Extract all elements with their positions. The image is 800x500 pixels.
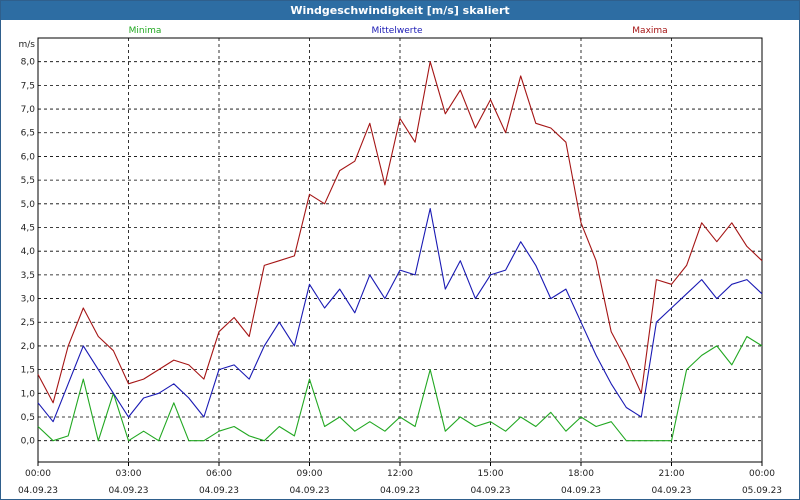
window-title: Windgeschwindigkeit [m/s] skaliert <box>1 1 799 20</box>
y-tick-label: 1,0 <box>21 389 36 399</box>
y-tick-label: 8,0 <box>21 58 36 68</box>
y-tick-label: 5,0 <box>21 200 36 210</box>
legend-mittelwerte: Mittelwerte <box>371 26 422 36</box>
x-tick-time: 00:00 <box>749 469 775 479</box>
y-tick-label: 0,5 <box>21 413 35 423</box>
y-tick-label: 1,5 <box>21 366 35 376</box>
y-tick-label: 5,5 <box>21 176 35 186</box>
x-tick-time: 21:00 <box>659 469 685 479</box>
x-tick-time: 03:00 <box>116 469 142 479</box>
series-line-mittelwerte <box>37 207 763 423</box>
x-tick-date: 05.09.23 <box>742 486 782 496</box>
x-tick-time: 18:00 <box>568 469 594 479</box>
x-tick-date: 04.09.23 <box>380 486 420 496</box>
x-tick-date: 04.09.23 <box>470 486 510 496</box>
y-tick-label: 2,5 <box>21 318 35 328</box>
y-tick-label: 7,0 <box>21 105 36 115</box>
series-line-minima <box>37 335 763 442</box>
y-tick-label: 6,0 <box>21 152 36 162</box>
x-tick-time: 12:00 <box>387 469 413 479</box>
legend-maxima: Maxima <box>632 26 667 36</box>
y-tick-label: 6,5 <box>21 129 35 139</box>
y-tick-label: 2,0 <box>21 342 36 352</box>
x-tick-time: 15:00 <box>478 469 504 479</box>
x-tick-time: 09:00 <box>297 469 323 479</box>
y-tick-label: 3,5 <box>21 271 35 281</box>
y-tick-label: 4,5 <box>21 223 35 233</box>
x-tick-date: 04.09.23 <box>651 486 691 496</box>
y-tick-label: 7,5 <box>21 81 35 91</box>
x-tick-date: 04.09.23 <box>199 486 239 496</box>
y-tick-label: 3,0 <box>21 295 36 305</box>
x-tick-date: 04.09.23 <box>289 486 329 496</box>
x-tick-time: 06:00 <box>206 469 232 479</box>
y-axis-label: m/s <box>19 40 36 50</box>
legend-minima: Minima <box>129 26 162 36</box>
x-tick-date: 04.09.23 <box>108 486 148 496</box>
x-tick-date: 04.09.23 <box>561 486 601 496</box>
y-tick-label: 0,0 <box>21 437 36 447</box>
series-line-maxima <box>37 61 763 404</box>
y-tick-label: 4,0 <box>21 247 36 257</box>
x-tick-time: 00:00 <box>25 469 51 479</box>
x-tick-date: 04.09.23 <box>18 486 58 496</box>
